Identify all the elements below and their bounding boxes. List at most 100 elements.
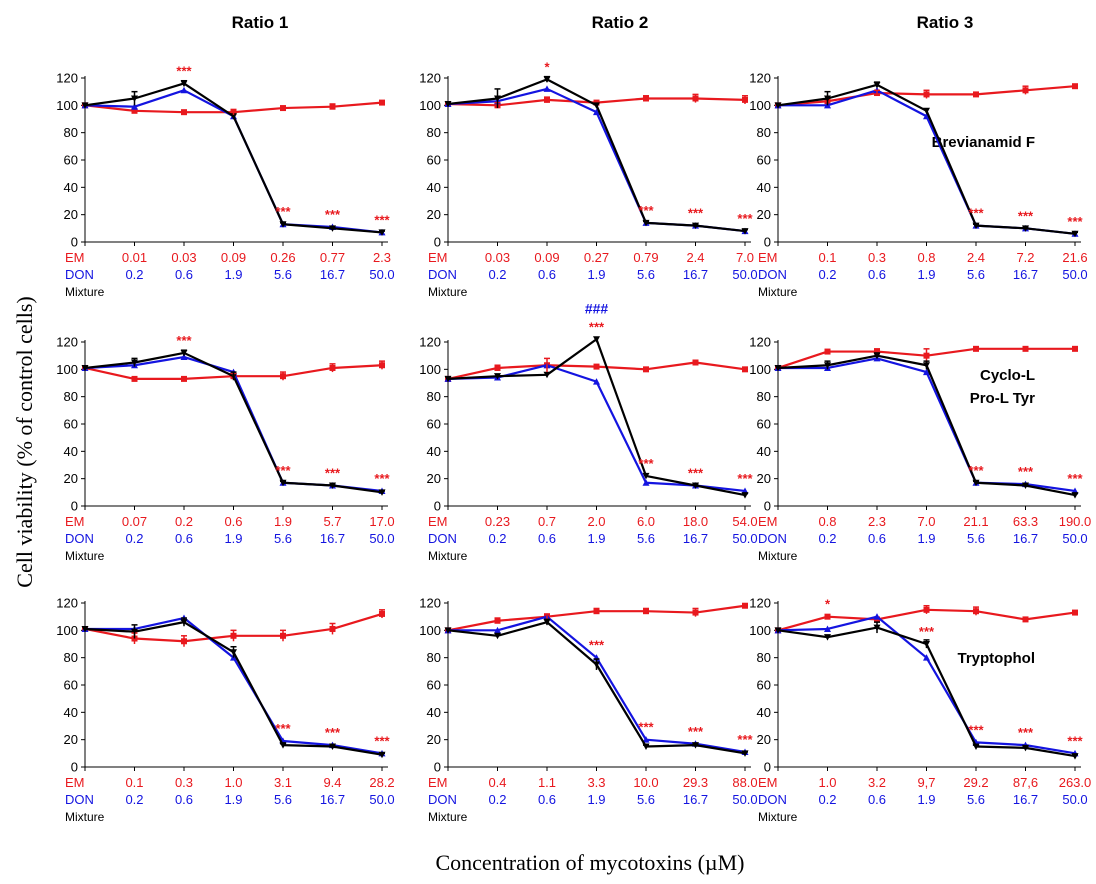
don-concentration: 5.6 (637, 267, 655, 282)
em-concentration: 2.4 (686, 250, 704, 265)
don-concentration: 0.6 (868, 267, 886, 282)
don-concentration: 0.2 (818, 531, 836, 546)
em-point (973, 345, 979, 352)
y-tick-label: 100 (56, 623, 78, 638)
y-tick-label: 40 (757, 444, 771, 459)
y-tick-label: 60 (427, 678, 441, 693)
y-tick-label: 40 (427, 180, 441, 195)
significance-marker: *** (737, 732, 753, 747)
panel-5: 0 20 40 60 80 100 120 EM DON Mixture 0.23 0.7 2.0 6.0… (419, 300, 757, 563)
don-concentration: 50.0 (369, 531, 394, 546)
em-concentration: 2.3 (868, 514, 886, 529)
em-point (1072, 345, 1078, 352)
mixture-row-label: Mixture (428, 549, 468, 563)
don-row-label: DON (428, 792, 457, 807)
significance-marker: *** (374, 212, 390, 227)
significance-marker: *** (1067, 214, 1083, 229)
em-point (973, 91, 979, 98)
em-concentration: 0.6 (224, 514, 242, 529)
x-axis-label: Concentration of mycotoxins (µM) (435, 850, 744, 875)
y-axis-label: Cell viability (% of control cells) (12, 296, 37, 587)
em-concentration: 29.2 (963, 775, 988, 790)
y-tick-label: 80 (427, 125, 441, 140)
don-concentration: 1.9 (587, 792, 605, 807)
y-tick-label: 60 (427, 417, 441, 432)
y-tick-label: 40 (757, 180, 771, 195)
don-concentration: 50.0 (369, 267, 394, 282)
don-concentration: 50.0 (369, 792, 394, 807)
em-point (379, 99, 385, 106)
don-concentration: 50.0 (1062, 267, 1087, 282)
significance-marker: *** (176, 63, 192, 78)
don-concentration: 0.2 (818, 792, 836, 807)
significance-marker: *** (968, 722, 984, 737)
don-point (593, 378, 600, 385)
em-concentration: 54.0 (732, 514, 757, 529)
mixture-row-label: Mixture (428, 810, 468, 824)
y-tick-label: 60 (427, 153, 441, 168)
y-tick-label: 0 (764, 760, 771, 775)
significance-marker: *** (737, 471, 753, 486)
don-concentration: 16.7 (320, 531, 345, 546)
y-tick-label: 80 (64, 389, 78, 404)
y-tick-label: 100 (419, 362, 441, 377)
mixture-row-label: Mixture (65, 549, 105, 563)
em-concentration: 0.77 (320, 250, 345, 265)
mixture-point (774, 102, 782, 109)
em-concentration: 7.0 (736, 250, 754, 265)
don-point (642, 479, 650, 486)
y-tick-label: 120 (56, 596, 78, 611)
y-tick-label: 20 (64, 207, 78, 222)
mixture-row-label: Mixture (428, 285, 468, 299)
em-concentration: 0.4 (488, 775, 506, 790)
y-tick-label: 120 (56, 335, 78, 350)
mixture-point (81, 102, 89, 109)
y-tick-label: 80 (757, 125, 771, 140)
mixture-point (543, 371, 551, 379)
don-row-label: DON (65, 267, 94, 282)
don-concentration: 1.9 (587, 531, 605, 546)
em-concentration: 88.0 (732, 775, 757, 790)
panel-4: 0 20 40 60 80 100 120 EM DON Mixture 0.07 0.2 0.6 1.9… (56, 333, 394, 563)
mixture-point (593, 336, 600, 343)
don-concentration: 0.6 (175, 792, 193, 807)
em-concentration: 29.3 (683, 775, 708, 790)
don-concentration: 16.7 (683, 267, 708, 282)
significance-marker: *** (638, 203, 654, 218)
y-tick-label: 20 (427, 732, 441, 747)
significance-marker: *** (275, 721, 291, 736)
em-concentration: 2.0 (587, 514, 605, 529)
don-concentration: 5.6 (274, 531, 292, 546)
em-point (1022, 345, 1029, 352)
y-tick-label: 120 (749, 71, 771, 86)
don-concentration: 0.6 (538, 267, 556, 282)
y-tick-label: 100 (749, 98, 771, 113)
y-tick-label: 40 (64, 444, 78, 459)
em-concentration: 63.3 (1013, 514, 1038, 529)
em-point (131, 107, 138, 114)
don-concentration: 16.7 (683, 792, 708, 807)
mixture-row-label: Mixture (758, 810, 798, 824)
em-concentration: 0.09 (534, 250, 559, 265)
mixture-point (774, 627, 782, 634)
column-title-3: Ratio 3 (917, 13, 974, 32)
don-point (180, 353, 188, 361)
don-concentration: 1.9 (917, 531, 935, 546)
em-row-label: EM (65, 514, 85, 529)
mixture-row-label: Mixture (758, 285, 798, 299)
row-label-2: Pro-L Tyr (970, 390, 1035, 407)
em-concentration: 9.4 (323, 775, 341, 790)
y-tick-label: 0 (71, 499, 78, 514)
significance-marker: *** (968, 463, 984, 478)
don-concentration: 0.2 (125, 267, 143, 282)
don-row-label: DON (758, 531, 787, 546)
y-tick-label: 20 (64, 732, 78, 747)
em-concentration: 0.03 (171, 250, 196, 265)
em-concentration: 0.8 (917, 250, 935, 265)
y-tick-label: 20 (757, 732, 771, 747)
don-concentration: 0.6 (538, 792, 556, 807)
y-tick-label: 120 (419, 335, 441, 350)
don-concentration: 5.6 (637, 531, 655, 546)
panel-2: 0 20 40 60 80 100 120 EM DON Mixture 0.03 0.09 0.27 0… (419, 59, 757, 299)
